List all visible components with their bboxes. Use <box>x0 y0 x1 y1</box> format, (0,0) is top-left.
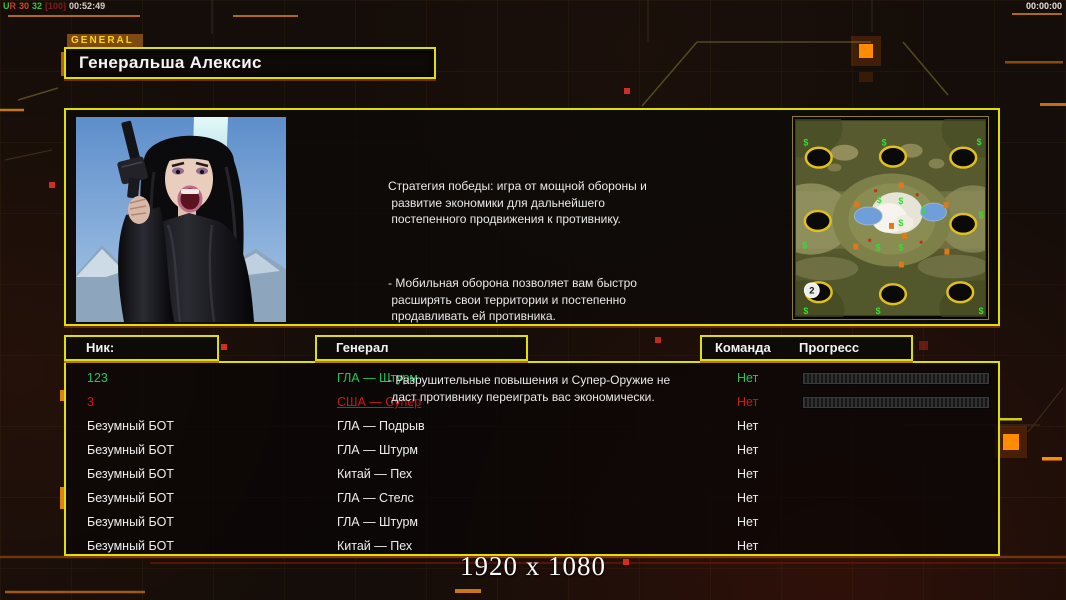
player-nick: 3 <box>87 395 94 409</box>
player-team: Нет <box>737 515 759 529</box>
table-row: Безумный БОТ Китай — Пех Нет <box>66 534 996 558</box>
player-team: Нет <box>737 443 759 457</box>
player-general: ГЛА — Штурм <box>337 515 419 529</box>
cash-icon: $ <box>803 306 808 316</box>
debug-value: R <box>9 1 17 11</box>
match-clock: 00:00:00 <box>1025 1 1062 11</box>
player-table: 123 ГЛА — Штурм Нет 3 США — Супер Нет Бе… <box>64 361 1000 556</box>
player-nick: Безумный БОТ <box>87 539 174 553</box>
progress-bar <box>802 372 990 385</box>
player-team: Нет <box>737 419 759 433</box>
cash-icon: $ <box>979 306 984 316</box>
player-team: Нет <box>737 371 759 385</box>
debug-stats: UR 30 32 [100] 00:52:49 <box>3 1 108 11</box>
cash-icon: $ <box>803 138 808 148</box>
debug-value: 32 <box>32 1 43 11</box>
debug-fps: 30 <box>19 1 30 11</box>
player-nick: Безумный БОТ <box>87 515 174 529</box>
table-row: Безумный БОТ ГЛА — Подрыв Нет <box>66 414 996 438</box>
resolution-watermark: 1920 x 1080 <box>460 551 606 581</box>
progress-header-label: Прогресс <box>799 340 860 355</box>
player-team: Нет <box>737 467 759 481</box>
cash-icon: $ <box>882 138 887 148</box>
table-row: Безумный БОТ ГЛА — Штурм Нет <box>66 510 996 534</box>
table-row: Безумный БОТ Китай — Пех Нет <box>66 462 996 486</box>
nick-header-box: Ник: <box>64 335 219 361</box>
minimap-illustration: $ $ $ $ $ $ $ $ $ $ $ $ $ $ 2 <box>761 98 1019 340</box>
team-header-label: Команда <box>715 340 771 355</box>
debug-bracket: [100] <box>45 1 67 11</box>
player-team: Нет <box>737 491 759 505</box>
strategy-text: Стратегия победы: игра от мощной обороны… <box>388 146 740 453</box>
player-nick: Безумный БОТ <box>87 419 174 433</box>
cash-icon: $ <box>877 195 882 205</box>
cash-icon: $ <box>898 243 903 253</box>
player-general: Китай — Пех <box>337 539 413 553</box>
player-general: ГЛА — Штурм <box>337 371 419 385</box>
player-team: Нет <box>737 395 759 409</box>
cash-icon: $ <box>876 306 881 316</box>
player-general: ГЛА — Стелс <box>337 491 414 505</box>
table-row: Безумный БОТ ГЛА — Стелс Нет <box>66 486 996 510</box>
player-nick: 123 <box>87 371 108 385</box>
player-general: США — Супер <box>337 395 422 409</box>
minimap: $ $ $ $ $ $ $ $ $ $ $ $ $ $ 2 <box>761 98 1019 340</box>
player-team: Нет <box>737 539 759 553</box>
team-progress-header-box: Команда Прогресс <box>700 335 913 361</box>
strategy-paragraph: - Разрушительные повышения и Супер-Оружи… <box>388 373 671 404</box>
general-header-label: Генерал <box>336 340 389 355</box>
player-nick: Безумный БОТ <box>87 467 174 481</box>
player-nick: Безумный БОТ <box>87 491 174 505</box>
cash-icon: $ <box>979 210 984 220</box>
general-name-title: Генеральша Алексис <box>79 53 262 72</box>
cash-icon: $ <box>921 205 926 215</box>
general-header-box: Генерал <box>315 335 528 361</box>
cash-icon: $ <box>876 243 881 253</box>
strategy-paragraph: Стратегия победы: игра от мощной обороны… <box>388 179 647 226</box>
player-start-number: 2 <box>809 285 814 296</box>
portrait-illustration <box>76 117 286 322</box>
pistol-icon <box>117 120 148 199</box>
nick-header-label: Ник: <box>86 340 115 355</box>
player-general: ГЛА — Подрыв <box>337 419 425 433</box>
progress-bar <box>802 396 990 409</box>
player-start-marker: 2 <box>803 282 820 299</box>
player-nick: Безумный БОТ <box>87 443 174 457</box>
debug-time: 00:52:49 <box>69 1 106 11</box>
player-general: ГЛА — Штурм <box>337 443 419 457</box>
strategy-paragraph: - Мобильная оборона позволяет вам быстро… <box>388 276 637 323</box>
player-general: Китай — Пех <box>337 467 413 481</box>
cash-icon: $ <box>898 218 903 228</box>
cash-icon: $ <box>977 137 982 147</box>
cash-icon: $ <box>898 196 903 206</box>
table-row: 123 ГЛА — Штурм Нет <box>66 366 996 390</box>
cash-icon: $ <box>802 241 807 251</box>
table-row: Безумный БОТ ГЛА — Штурм Нет <box>66 438 996 462</box>
general-name-box: Генеральша Алексис <box>64 47 436 79</box>
debug-value: U <box>3 1 10 11</box>
table-row: 3 США — Супер Нет <box>66 390 996 414</box>
general-portrait <box>76 117 286 322</box>
general-tab-label: GENERAL <box>67 34 143 48</box>
